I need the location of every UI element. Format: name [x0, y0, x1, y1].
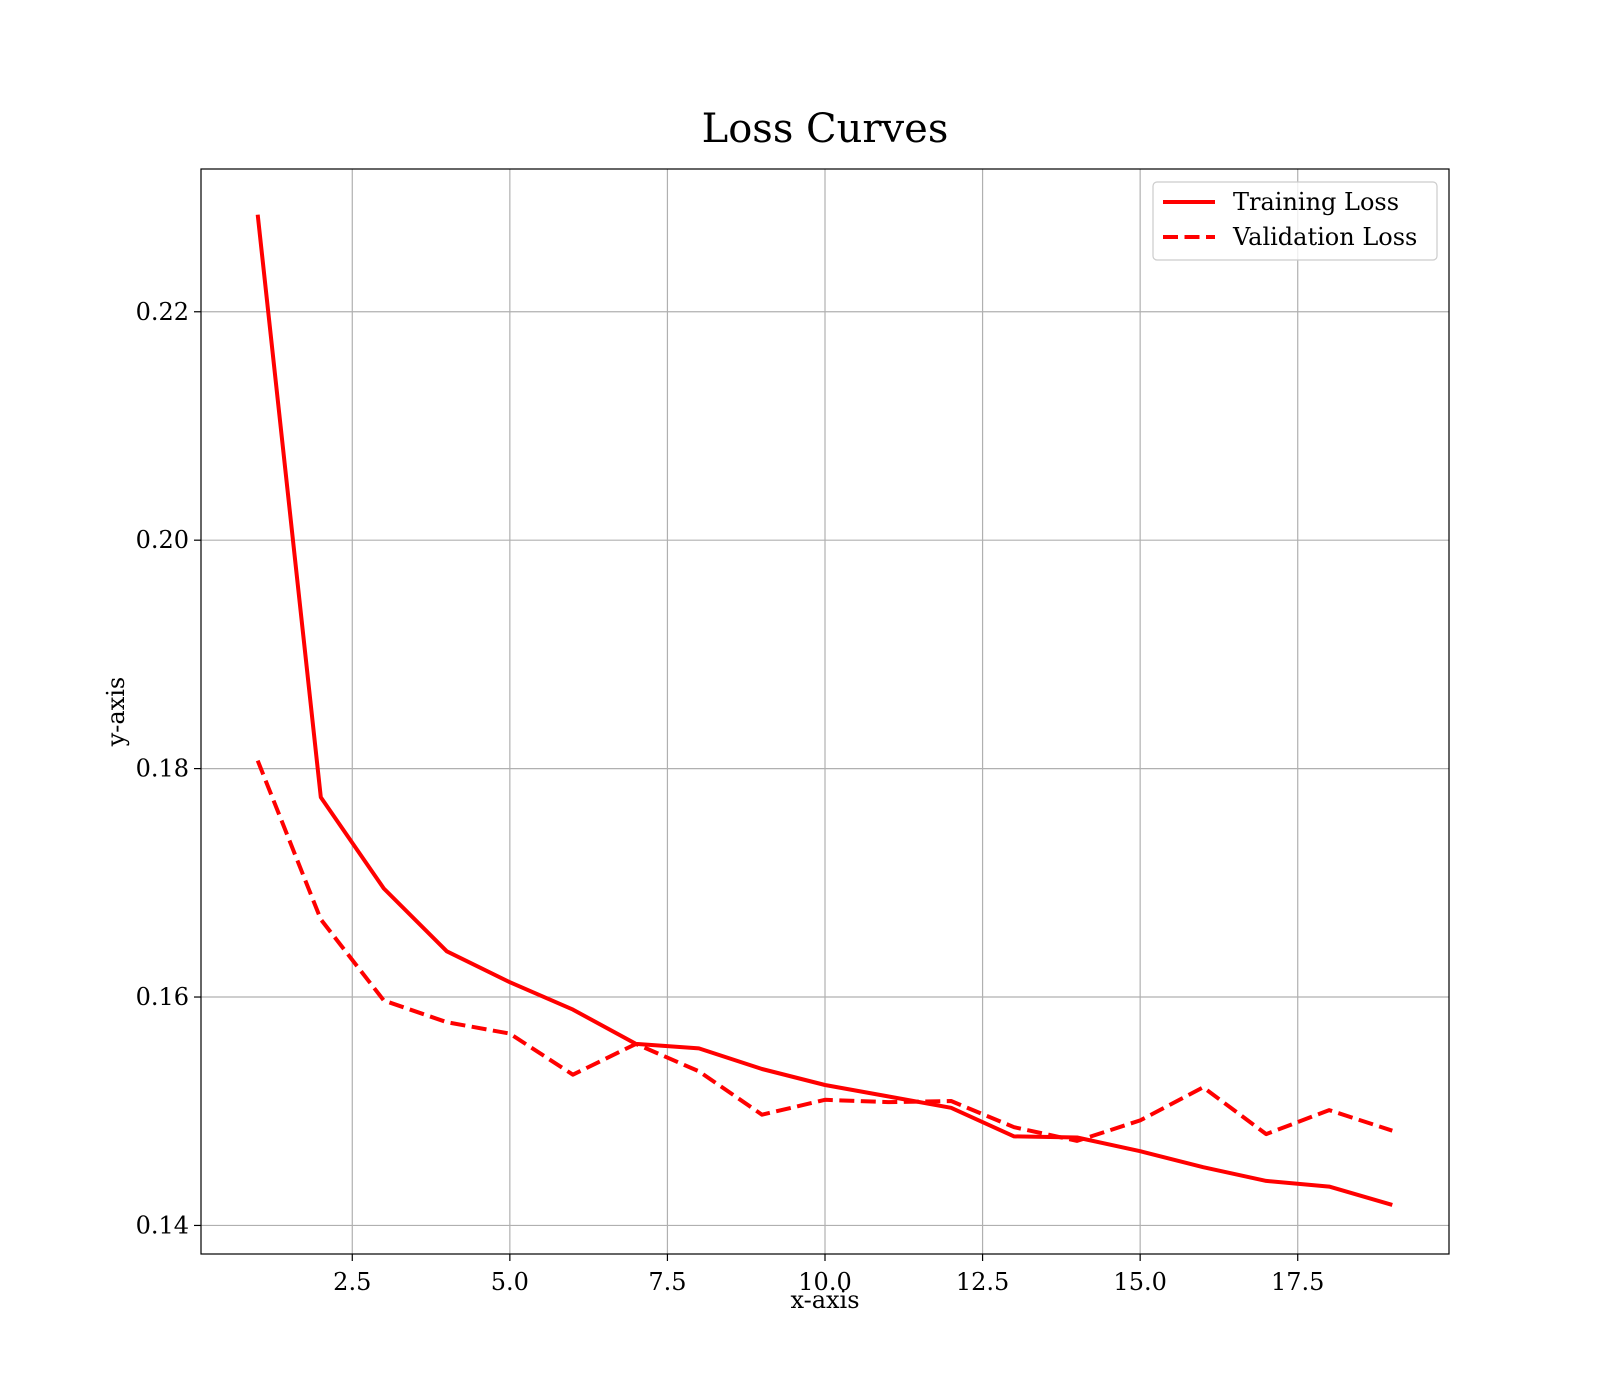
legend-box — [1152, 181, 1438, 261]
series-line-validation-loss — [255, 759, 1393, 1143]
x-tick-label: 5.0 — [491, 1268, 529, 1296]
series-lines — [255, 214, 1393, 1207]
y-tick-label: 0.20 — [136, 526, 189, 554]
y-tick-label: 0.16 — [136, 983, 189, 1011]
y-tick-label: 0.18 — [136, 755, 189, 783]
x-axis-label: x-axis — [790, 1286, 859, 1314]
y-tick-label: 0.14 — [136, 1211, 189, 1239]
x-tick-label: 12.5 — [956, 1268, 1009, 1296]
series-line-training-loss — [255, 214, 1393, 1207]
legend: Training Loss Validation Loss — [1152, 181, 1438, 261]
grid — [201, 169, 1449, 1254]
x-tick-label: 7.5 — [648, 1268, 686, 1296]
x-tick-label: 10.0 — [798, 1268, 851, 1296]
ticks: 2.5 5.0 7.5 10.0 12.5 15.0 17.5 0.14 0.16 0.18 0.2… — [136, 298, 1325, 1296]
legend-label-training-loss: Training Loss — [1233, 188, 1399, 216]
y-tick-label: 0.22 — [136, 298, 189, 326]
y-axis-label: y-axis — [102, 677, 130, 748]
x-tick-label: 2.5 — [333, 1268, 371, 1296]
chart-title: Loss Curves — [702, 106, 949, 152]
legend-label-validation-loss: Validation Loss — [1232, 223, 1417, 251]
x-tick-label: 17.5 — [1271, 1268, 1324, 1296]
x-tick-label: 15.0 — [1113, 1268, 1166, 1296]
